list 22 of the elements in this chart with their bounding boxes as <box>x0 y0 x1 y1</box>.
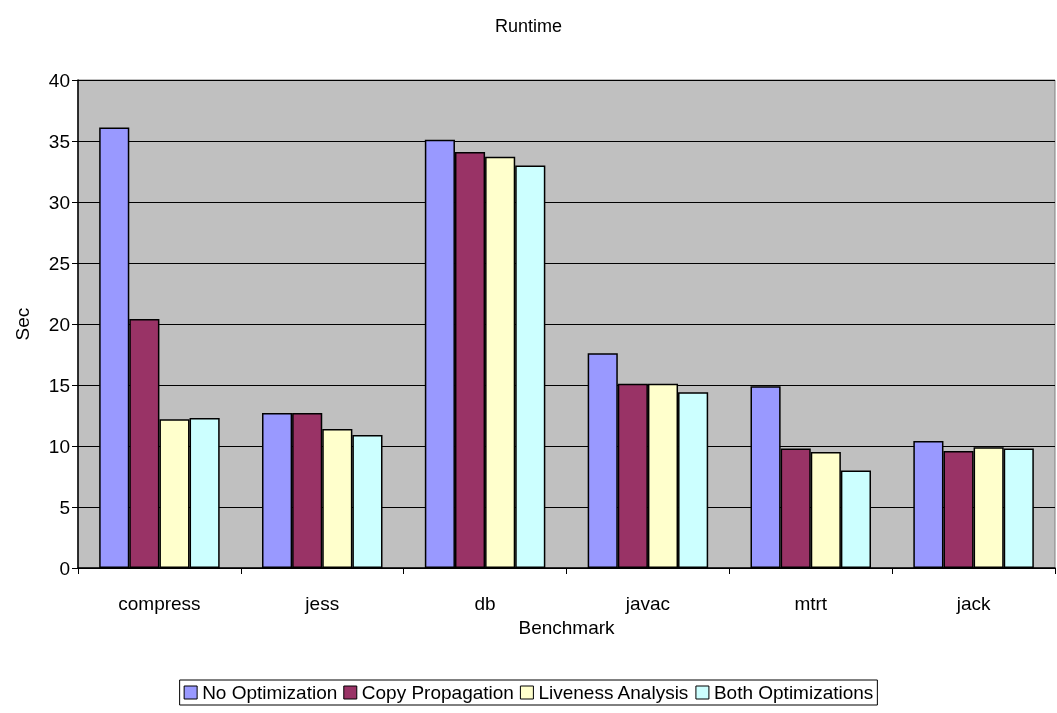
x-tick-label: jack <box>955 593 991 614</box>
legend-label: Liveness Analysis <box>538 682 689 703</box>
y-tick-label: 40 <box>48 69 70 91</box>
legend-label: No Optimization <box>202 682 338 703</box>
y-tick-label: 5 <box>59 496 70 518</box>
y-tick-label: 20 <box>48 313 70 335</box>
x-tick-label: mtrt <box>794 593 828 614</box>
y-tick-label: 25 <box>48 252 70 274</box>
x-tick-label: jess <box>304 593 340 614</box>
y-tick-label: 0 <box>59 557 70 579</box>
x-tick-label: db <box>474 593 496 614</box>
x-tick-label: compress <box>118 593 201 614</box>
y-tick-label: 35 <box>48 130 70 152</box>
x-axis-title: Benchmark <box>518 616 616 638</box>
y-tick-label: 30 <box>48 191 70 213</box>
y-axis-title: Sec <box>12 307 33 341</box>
legend-label: Both Optimizations <box>713 682 874 703</box>
x-tick-label: javac <box>624 593 671 614</box>
y-tick-label: 10 <box>48 435 70 457</box>
legend-label: Copy Propagation <box>361 682 514 703</box>
y-tick-label: 15 <box>48 374 70 396</box>
chart-title: Runtime <box>494 16 563 36</box>
